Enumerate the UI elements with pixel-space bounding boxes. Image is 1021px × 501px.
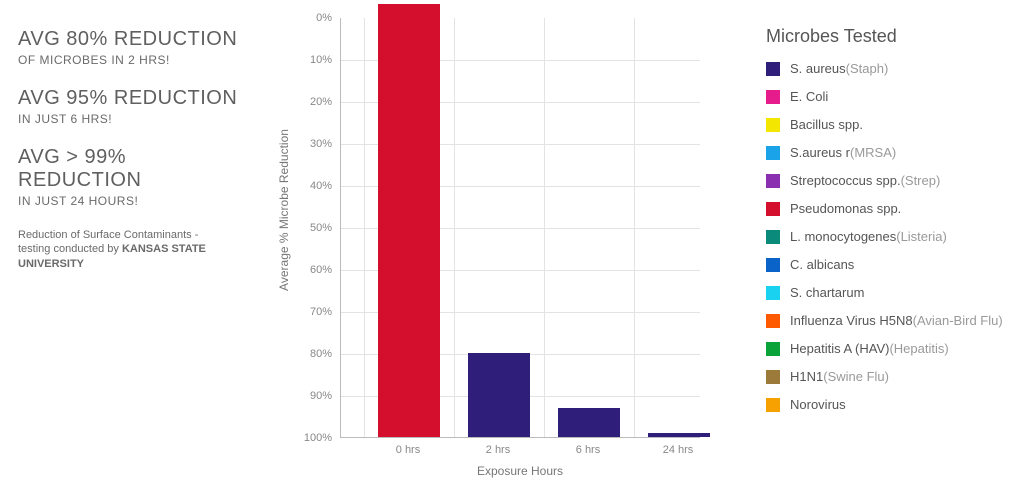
chart-area: Exposure Hours 0%10%20%30%40%50%60%70%80… [340,18,700,438]
headline-1: AVG 80% REDUCTION [18,28,252,51]
chart-bar [468,353,530,437]
y-tick-label: 60% [310,264,332,276]
legend-label: Pseudomonas spp. [790,201,901,216]
legend-swatch [766,230,780,244]
legend-item: S. aureus (Staph) [766,61,1011,76]
legend-item: S.aureus r (MRSA) [766,145,1011,160]
legend-paren: (Listeria) [896,229,947,244]
subhead-3: IN JUST 24 HOURS! [18,194,252,208]
legend-item: Bacillus spp. [766,117,1011,132]
legend-swatch [766,146,780,160]
legend-item: H1N1 (Swine Flu) [766,369,1011,384]
legend-item: C. albicans [766,257,1011,272]
legend-label: Bacillus spp. [790,117,863,132]
footnote: Reduction of Surface Contaminants - test… [18,228,228,271]
legend-swatch [766,342,780,356]
gridline-v [364,18,365,437]
headline-block: AVG 80% REDUCTION OF MICROBES IN 2 HRS! [18,28,252,67]
legend-swatch [766,174,780,188]
legend-item: Streptococcus spp. (Strep) [766,173,1011,188]
y-tick-label: 90% [310,390,332,402]
chart-plot [340,18,700,438]
legend-label: Hepatitis A (HAV) [790,341,889,356]
legend-label: Norovirus [790,397,846,412]
legend-label: L. monocytogenes [790,229,896,244]
legend-paren: (Strep) [901,173,941,188]
chart-column: Average % Microbe Reduction Exposure Hou… [270,0,730,501]
legend-swatch [766,62,780,76]
legend-label: S. aureus [790,61,846,76]
headline-3: AVG > 99% REDUCTION [18,146,252,192]
legend-item: L. monocytogenes (Listeria) [766,229,1011,244]
legend-swatch [766,90,780,104]
x-axis-title: Exposure Hours [477,464,563,478]
legend-paren: (Staph) [846,61,889,76]
gridline-v [634,18,635,437]
legend-swatch [766,370,780,384]
legend-title: Microbes Tested [766,26,1011,47]
y-tick-label: 70% [310,306,332,318]
legend-item: Pseudomonas spp. [766,201,1011,216]
chart-bar [378,4,440,437]
headline-2: AVG 95% REDUCTION [18,87,252,110]
chart-bar [558,408,620,437]
legend-paren: (MRSA) [850,145,896,160]
y-tick-label: 100% [304,432,332,444]
subhead-2: IN JUST 6 HRS! [18,112,252,126]
legend-item: Hepatitis A (HAV) (Hepatitis) [766,341,1011,356]
legend-label: C. albicans [790,257,854,272]
y-axis-title: Average % Microbe Reduction [277,129,291,291]
legend-column: Microbes Tested S. aureus (Staph) E. Coli… [730,0,1021,501]
legend-item: Influenza Virus H5N8 (Avian-Bird Flu) [766,313,1011,328]
legend-list: S. aureus (Staph) E. Coli Bacillus spp. S.a… [766,61,1011,412]
y-tick-label: 0% [316,12,332,24]
legend-swatch [766,118,780,132]
legend-item: E. Coli [766,89,1011,104]
legend-label: Streptococcus spp. [790,173,901,188]
legend-label: H1N1 [790,369,823,384]
y-tick-label: 10% [310,54,332,66]
x-tick-label: 24 hrs [663,444,694,456]
legend-label: S. chartarum [790,285,864,300]
legend-swatch [766,202,780,216]
legend-swatch [766,258,780,272]
gridline-v [544,18,545,437]
legend-item: S. chartarum [766,285,1011,300]
gridline-v [454,18,455,437]
y-tick-label: 30% [310,138,332,150]
headline-column: AVG 80% REDUCTION OF MICROBES IN 2 HRS! … [0,0,270,501]
legend-label: S.aureus r [790,145,850,160]
y-tick-label: 50% [310,222,332,234]
legend-swatch [766,398,780,412]
x-tick-label: 6 hrs [576,444,600,456]
subhead-1: OF MICROBES IN 2 HRS! [18,53,252,67]
legend-paren: (Avian-Bird Flu) [913,313,1003,328]
legend-item: Norovirus [766,397,1011,412]
x-tick-label: 2 hrs [486,444,510,456]
legend-swatch [766,286,780,300]
y-tick-label: 40% [310,180,332,192]
legend-swatch [766,314,780,328]
y-tick-label: 20% [310,96,332,108]
y-tick-label: 80% [310,348,332,360]
headline-block: AVG > 99% REDUCTION IN JUST 24 HOURS! [18,146,252,208]
chart-bar [648,433,710,437]
legend-paren: (Swine Flu) [823,369,889,384]
legend-label: E. Coli [790,89,828,104]
x-tick-label: 0 hrs [396,444,420,456]
headline-block: AVG 95% REDUCTION IN JUST 6 HRS! [18,87,252,126]
legend-paren: (Hepatitis) [889,341,948,356]
legend-label: Influenza Virus H5N8 [790,313,913,328]
